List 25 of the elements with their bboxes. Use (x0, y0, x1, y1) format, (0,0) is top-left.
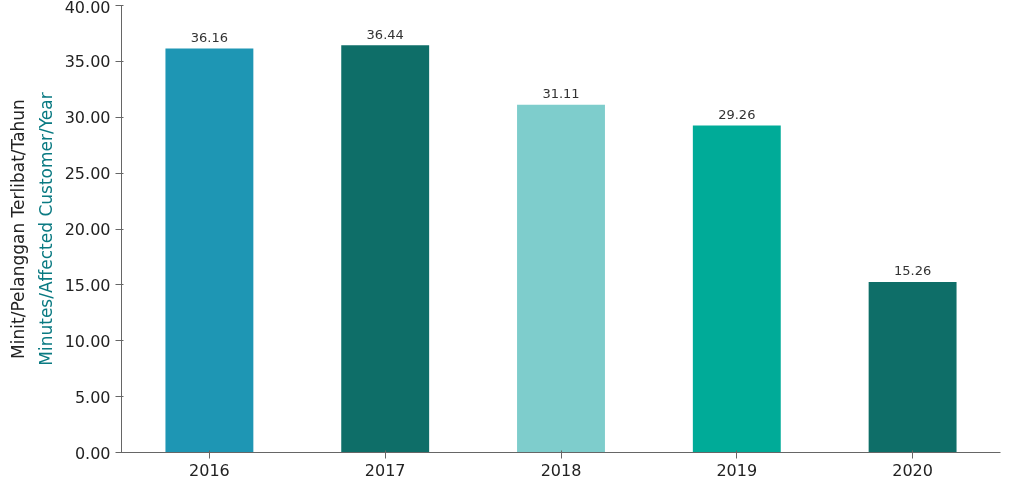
y-tick-label: 40.00 (64, 0, 111, 17)
x-tick-label: 2020 (892, 460, 933, 480)
y-axis-title: Minutes/Affected Customer/Year Minit/Pelanggan Terlibat/Tahun (7, 92, 56, 366)
bar (341, 45, 430, 453)
data-label: 31.11 (542, 86, 580, 102)
y-tick-label: 0.00 (74, 443, 111, 463)
data-label: 36.16 (190, 29, 229, 45)
bar (868, 281, 957, 453)
y-tick-label: 35.00 (64, 52, 111, 72)
y-tick-label: 25.00 (64, 164, 111, 184)
x-tick-label: 2016 (189, 460, 230, 480)
x-tick-label: 2019 (716, 460, 758, 480)
x-tick-label: 2018 (540, 460, 582, 480)
x-tick-label: 2017 (364, 460, 406, 480)
y-tick-label: 5.00 (74, 387, 111, 407)
bar (692, 125, 781, 453)
bar (165, 48, 254, 453)
y-tick-label: 10.00 (64, 331, 111, 351)
data-label: 15.26 (893, 263, 932, 279)
y-tick-label: 30.00 (64, 108, 111, 128)
data-label: 36.44 (366, 26, 404, 42)
y-tick-label: 20.00 (64, 220, 111, 239)
data-label: 29.26 (718, 106, 756, 122)
bar (517, 104, 605, 453)
y-tick-label: 15.00 (64, 275, 111, 295)
